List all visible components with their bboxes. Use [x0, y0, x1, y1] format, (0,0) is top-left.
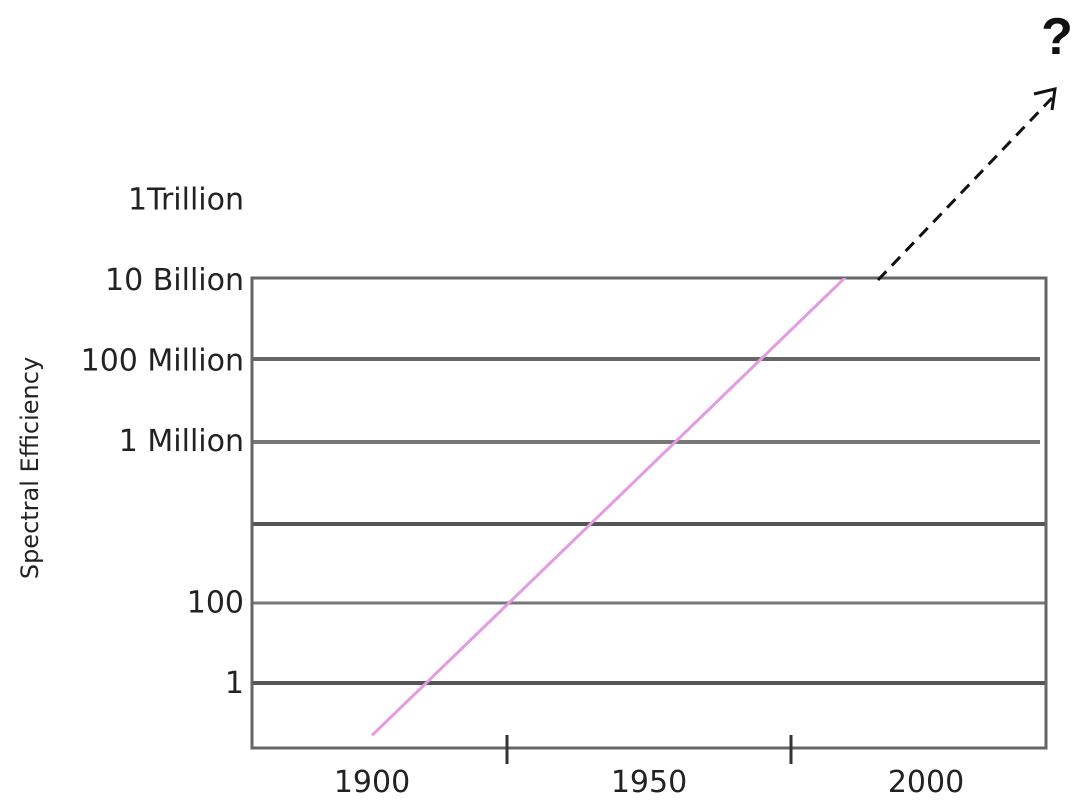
x-tick-label: 2000 [888, 765, 964, 800]
x-tick-label: 1950 [611, 765, 687, 800]
projection-dashed-line [876, 96, 1054, 282]
y-tick-label: 100 Million [81, 344, 244, 379]
plot-frame [250, 276, 1048, 750]
projection-arrowhead [1033, 87, 1057, 111]
x-tick-label: 1900 [334, 765, 410, 800]
y-tick-labels: 1 100 1 Million 100 Million 10 Billion 1Trill… [81, 182, 244, 701]
y-tick-label: 1 Million [119, 424, 244, 459]
y-tick-label: 100 [187, 585, 244, 620]
y-tick-label: 10 Billion [105, 263, 244, 298]
y-tick-label: 1Trillion [128, 182, 244, 217]
projection-question-mark: ? [1041, 8, 1073, 66]
series-line [370, 278, 847, 737]
y-tick-label: 1 [225, 666, 244, 701]
x-tick-labels: 1900 1950 2000 [334, 765, 964, 800]
y-axis-label: Spectral Efficiency [16, 357, 44, 579]
